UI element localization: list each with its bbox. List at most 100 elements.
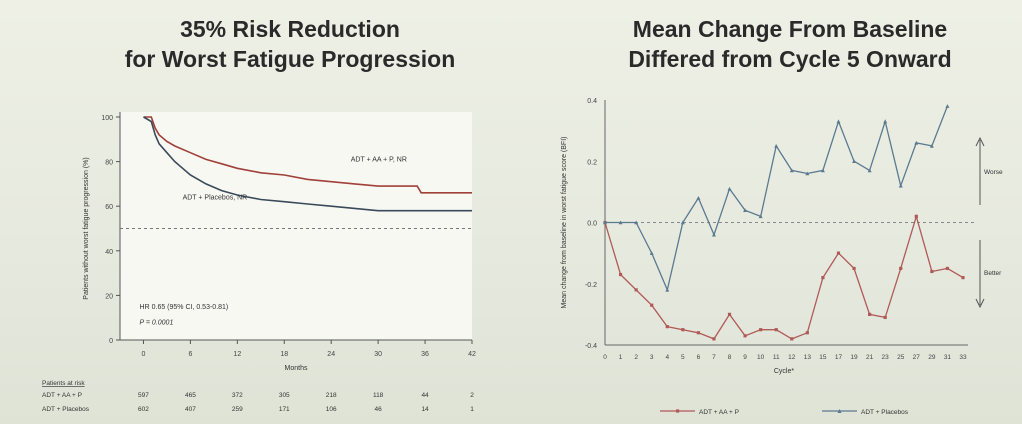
mc-y-tick-label: 0.4 xyxy=(587,98,597,105)
km-y-tick-label: 40 xyxy=(105,249,113,256)
mean-change-plot-area: -0.4-0.20.00.20.40 1 2 3 4 5 6 7 8 9 10 11 12 13 15 17 1… xyxy=(561,98,1003,375)
mc-better-label: Better xyxy=(984,270,1002,277)
mc-point-adt-aa-p xyxy=(665,325,669,329)
km-x-tick-label: 0 xyxy=(142,351,146,358)
mc-worse-label: Worse xyxy=(984,169,1003,176)
mc-point-adt-aa-p xyxy=(712,337,716,341)
mc-x-tick-label: 21 xyxy=(866,354,874,361)
km-x-tick-label: 12 xyxy=(233,351,241,358)
right-title-line1: Mean Change From Baseline xyxy=(632,16,948,42)
mc-x-tick-label: 19 xyxy=(850,354,858,361)
mc-point-adt-aa-p xyxy=(650,303,654,307)
mc-x-tick-label: 1 xyxy=(619,354,623,361)
mc-y-tick-label: -0.2 xyxy=(585,282,597,289)
km-x-tick-label: 30 xyxy=(374,351,382,358)
mc-point-adt-aa-p xyxy=(727,312,732,316)
risk-table-cell: 46 xyxy=(375,406,383,413)
mc-x-tick-label: 7 xyxy=(712,354,716,361)
mc-y-axis-label: Mean change from baseline in worst fatig… xyxy=(561,137,568,309)
km-plot-area: 0 20 40 60 80 100 0 6 12 18 24 30 36 42 Months Patients… xyxy=(83,112,476,372)
mc-point-adt-aa-p xyxy=(930,269,934,274)
mc-legend: ADT + AA + P ADT + Placebos xyxy=(660,409,909,416)
mc-point-adt-aa-p xyxy=(852,266,856,271)
mc-point-adt-placebos xyxy=(774,143,779,148)
mc-point-adt-aa-p xyxy=(914,214,918,218)
km-label-adt-placebos: ADT + Placebos, NR xyxy=(183,195,248,202)
mc-point-adt-placebos xyxy=(711,232,716,237)
risk-table-cell: 14 xyxy=(421,406,429,413)
km-y-axis-label: Patients without worst fatigue progressi… xyxy=(83,157,90,299)
mc-x-tick-label: 9 xyxy=(743,354,747,361)
left-chart-title: 35% Risk Reduction for Worst Fatigue Pro… xyxy=(60,14,520,74)
mc-point-adt-placebos xyxy=(945,104,950,108)
mc-point-adt-aa-p xyxy=(899,266,903,271)
mc-x-tick-label: 33 xyxy=(959,354,967,361)
km-x-tick-label: 36 xyxy=(421,351,429,358)
mc-point-adt-aa-p xyxy=(743,334,747,338)
mc-point-adt-placebos xyxy=(914,140,919,145)
risk-table-cell: 602 xyxy=(138,406,149,413)
mc-x-tick-label: 5 xyxy=(681,354,685,361)
mc-point-adt-placebos xyxy=(836,119,841,124)
mc-x-tick-label: 8 xyxy=(728,354,732,361)
mc-point-adt-aa-p xyxy=(696,331,700,335)
mc-x-tick-label: 11 xyxy=(773,354,780,361)
mc-x-tick-label: 25 xyxy=(897,354,905,361)
mc-point-adt-aa-p xyxy=(961,276,965,280)
mc-x-tick-label: 15 xyxy=(819,354,827,361)
km-x-tick-label: 6 xyxy=(188,351,192,358)
mc-point-adt-placebos xyxy=(820,168,825,173)
mc-x-tick-label: 13 xyxy=(804,354,812,361)
risk-table: Patients at risk ADT + AA + P 597 465 372 305… xyxy=(42,380,474,413)
km-curve-adt-placebos xyxy=(143,116,472,212)
km-x-tick-label: 18 xyxy=(280,351,288,358)
mc-point-adt-placebos xyxy=(727,186,732,191)
km-y-tick-label: 80 xyxy=(105,160,113,167)
mc-point-adt-placebos xyxy=(898,183,903,188)
risk-table-cell: 44 xyxy=(421,392,429,399)
risk-table-row-label: ADT + AA + P xyxy=(42,392,82,399)
km-y-tick-label: 60 xyxy=(105,204,113,211)
mc-worse-arrowhead xyxy=(975,136,985,147)
mc-point-adt-aa-p xyxy=(868,312,872,316)
mc-point-adt-placebos xyxy=(649,251,654,255)
right-chart-title: Mean Change From Baseline Differed from … xyxy=(580,14,1000,74)
risk-table-cell: 407 xyxy=(185,406,196,413)
left-title-line2: for Worst Fatigue Progression xyxy=(124,46,456,72)
mc-y-tick-label: -0.4 xyxy=(585,343,597,350)
mc-point-adt-aa-p xyxy=(774,328,778,332)
risk-table-cell: 465 xyxy=(185,392,196,399)
risk-table-cell: 259 xyxy=(232,406,243,413)
mc-y-tick-label: 0.0 xyxy=(587,221,597,228)
km-curve-adt-aa-p xyxy=(143,116,472,194)
mc-point-adt-aa-p xyxy=(821,276,825,280)
mc-point-adt-aa-p xyxy=(883,315,887,320)
mc-x-tick-label: 31 xyxy=(944,354,952,361)
mc-x-tick-label: 0 xyxy=(603,354,607,361)
mc-point-adt-aa-p xyxy=(618,272,623,277)
mc-point-adt-placebos xyxy=(929,143,934,148)
mc-y-tick-label: 0.2 xyxy=(587,159,597,166)
risk-table-cell: 305 xyxy=(279,392,290,399)
mc-x-tick-label: 23 xyxy=(882,354,890,361)
km-y-tick-label: 0 xyxy=(109,338,113,345)
mc-point-adt-aa-p xyxy=(790,337,794,341)
mc-point-adt-placebos xyxy=(680,220,685,225)
mc-x-axis-label: Cycle* xyxy=(774,368,795,375)
mc-point-adt-placebos xyxy=(789,168,794,173)
risk-table-cell: 1 xyxy=(470,406,474,413)
risk-table-cell: 597 xyxy=(138,392,149,399)
mc-x-tick-label: 4 xyxy=(665,354,669,361)
mc-point-adt-aa-p xyxy=(945,266,950,271)
mc-point-adt-placebos xyxy=(805,171,810,176)
mc-point-adt-placebos xyxy=(603,220,607,225)
km-plot-background xyxy=(120,112,472,340)
mc-x-tick-label: 6 xyxy=(697,354,701,361)
mc-point-adt-aa-p xyxy=(759,328,763,332)
mc-x-tick-label: 17 xyxy=(835,354,843,361)
risk-table-cell: 118 xyxy=(373,392,384,399)
km-x-tick-label: 42 xyxy=(468,351,476,358)
km-p-value-annotation: P = 0.0001 xyxy=(140,319,174,326)
mc-point-adt-aa-p xyxy=(681,328,685,332)
